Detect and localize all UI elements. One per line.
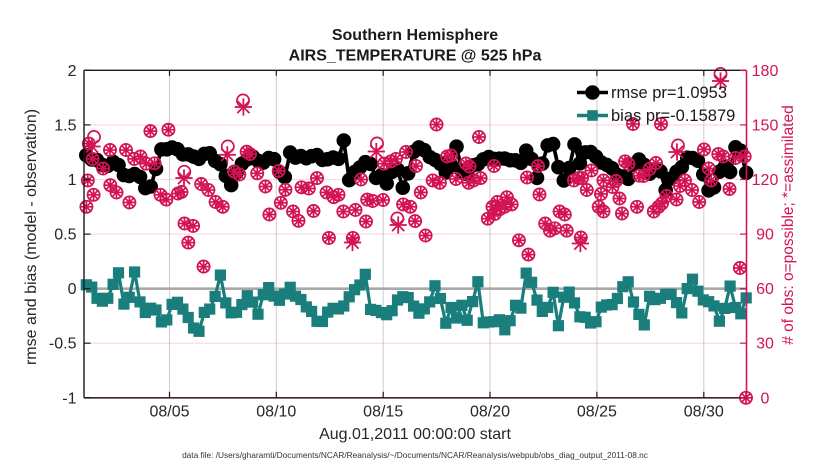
svg-text:Aug.01,2011 00:00:00 start: Aug.01,2011 00:00:00 start [319,426,511,443]
svg-text:08/25: 08/25 [577,404,617,421]
svg-text:0.5: 0.5 [54,227,76,244]
svg-text:120: 120 [752,172,779,189]
svg-text:rmse and bias (model - observa: rmse and bias (model - observation) [23,109,40,365]
svg-text:180: 180 [752,63,779,80]
svg-text:08/05: 08/05 [149,404,189,421]
svg-text:data file: /Users/gharamti/Doc: data file: /Users/gharamti/Documents/NCA… [182,450,648,460]
svg-text:AIRS_TEMPERATURE @ 525 hPa: AIRS_TEMPERATURE @ 525 hPa [289,48,542,65]
svg-text:60: 60 [756,281,774,298]
svg-text:rmse pr=1.0953: rmse pr=1.0953 [611,84,727,102]
svg-text:90: 90 [756,227,774,244]
svg-text:0: 0 [761,390,770,407]
svg-text:08/15: 08/15 [363,404,403,421]
svg-text:0: 0 [68,281,77,298]
svg-text:08/10: 08/10 [256,404,296,421]
svg-text:150: 150 [752,117,779,134]
svg-text:30: 30 [756,336,774,353]
svg-text:bias pr=-0.15879: bias pr=-0.15879 [611,107,735,125]
svg-text:# of obs: o=possible; *=assimi: # of obs: o=possible; *=assimilated [780,105,797,345]
svg-text:2: 2 [68,63,77,80]
svg-text:-1: -1 [62,390,76,407]
svg-text:-0.5: -0.5 [49,336,77,353]
svg-text:Southern Hemisphere: Southern Hemisphere [332,27,498,44]
svg-text:1: 1 [68,172,77,189]
svg-text:1.5: 1.5 [54,117,76,134]
svg-text:08/20: 08/20 [470,404,510,421]
svg-text:08/30: 08/30 [684,404,724,421]
